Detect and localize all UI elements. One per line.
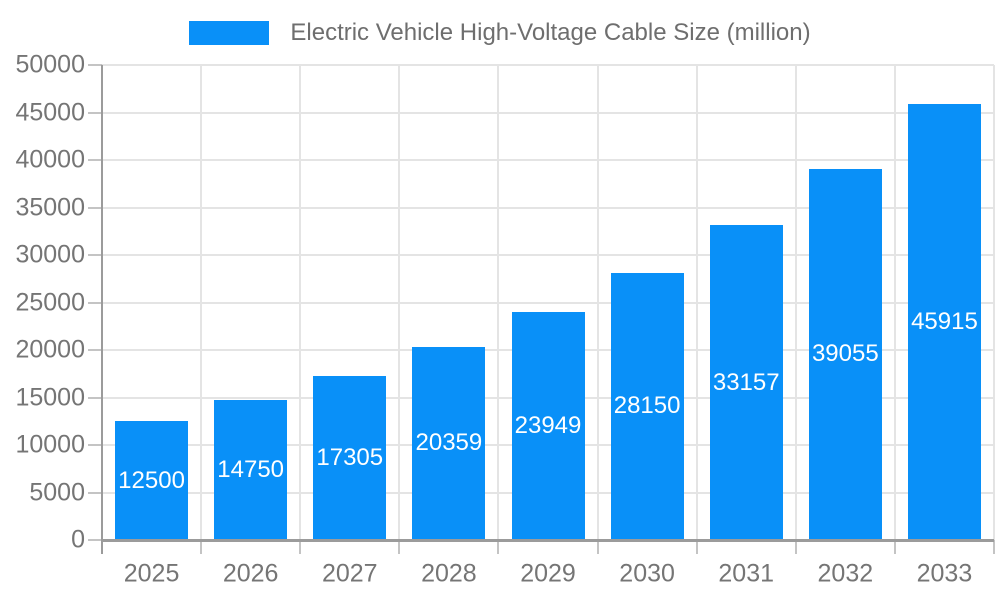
y-axis-tick-label: 35000 <box>15 193 85 221</box>
y-axis-line <box>101 65 103 554</box>
bar-value-label: 14750 <box>217 455 285 483</box>
bar-value-label: 45915 <box>911 307 978 335</box>
gridline-horizontal <box>102 111 994 114</box>
gridline-vertical <box>695 65 698 540</box>
x-axis-tick <box>200 540 203 554</box>
bar[interactable] <box>709 225 783 540</box>
legend-swatch-icon <box>189 21 270 45</box>
gridline-vertical <box>200 65 203 540</box>
y-axis-tick-label: 15000 <box>15 383 85 411</box>
bar-value-label: 12500 <box>118 466 185 494</box>
y-axis-tick-label: 5000 <box>29 478 85 506</box>
x-axis-tick-label: 2030 <box>619 559 675 588</box>
gridline-horizontal <box>102 254 994 256</box>
y-axis-tick-label: 45000 <box>15 98 85 126</box>
bar-value-label: 39055 <box>811 340 879 368</box>
x-axis-tick <box>893 540 896 554</box>
x-axis-tick-label: 2028 <box>421 559 477 588</box>
y-axis-tick-label: 30000 <box>15 240 85 269</box>
x-axis-tick <box>596 540 599 554</box>
bar[interactable] <box>610 272 684 540</box>
gridline-vertical <box>497 65 500 540</box>
bar[interactable] <box>115 421 189 540</box>
gridline-horizontal <box>102 64 994 66</box>
x-axis-tick <box>299 540 302 554</box>
y-axis-tick <box>88 491 102 494</box>
legend[interactable]: Electric Vehicle High-Voltage Cable Size… <box>0 18 1000 48</box>
bar[interactable] <box>511 312 585 540</box>
gridline-vertical <box>398 65 401 540</box>
x-axis-tick-label: 2032 <box>817 559 874 588</box>
y-axis-tick <box>88 64 102 66</box>
y-axis-tick <box>88 349 102 351</box>
y-axis-tick <box>88 301 102 304</box>
x-axis-tick <box>695 540 698 554</box>
y-axis-tick <box>88 111 102 114</box>
y-axis-tick <box>88 539 102 541</box>
gridline-vertical <box>893 65 896 540</box>
bar[interactable] <box>412 346 486 540</box>
bar[interactable] <box>808 168 882 540</box>
gridline-vertical <box>794 65 797 540</box>
y-axis-tick <box>88 444 102 446</box>
y-axis-tick <box>88 254 102 256</box>
x-axis-tick-label: 2029 <box>520 559 576 588</box>
y-axis-tick <box>88 159 102 161</box>
x-axis-tick <box>794 540 797 554</box>
y-axis-tick-label: 10000 <box>15 430 85 459</box>
gridline-vertical <box>596 65 599 540</box>
gridline-horizontal <box>102 301 994 304</box>
y-axis-tick <box>88 206 102 209</box>
y-axis-tick-label: 0 <box>71 525 85 554</box>
legend-label: Electric Vehicle High-Voltage Cable Size… <box>290 19 811 46</box>
bar-value-label: 20359 <box>415 429 483 457</box>
x-axis-tick-label: 2033 <box>916 559 973 588</box>
bar-value-label: 23949 <box>514 412 582 440</box>
bar-value-label: 28150 <box>613 392 681 420</box>
y-axis-tick-label: 50000 <box>15 50 85 79</box>
y-axis-tick-label: 25000 <box>15 288 85 316</box>
gridline-vertical <box>299 65 302 540</box>
x-axis-tick <box>497 540 500 554</box>
y-axis-tick <box>88 396 102 399</box>
bar-value-label: 33157 <box>712 368 780 396</box>
x-axis-line <box>102 539 994 542</box>
gridline-vertical <box>993 65 995 540</box>
bar[interactable] <box>907 103 981 540</box>
x-axis-tick <box>993 540 995 554</box>
bar[interactable] <box>214 399 288 540</box>
x-axis-tick <box>398 540 401 554</box>
y-axis-tick-label: 40000 <box>15 145 85 174</box>
x-axis-tick-label: 2031 <box>718 559 775 588</box>
x-axis-tick-label: 2025 <box>123 559 180 588</box>
x-axis-tick-label: 2027 <box>321 559 378 588</box>
gridline-horizontal <box>102 159 994 161</box>
y-axis-tick-label: 20000 <box>15 335 85 364</box>
bar[interactable] <box>313 375 387 540</box>
bar-value-label: 17305 <box>316 443 384 471</box>
gridline-horizontal <box>102 206 994 209</box>
x-axis-tick-label: 2026 <box>222 559 279 588</box>
